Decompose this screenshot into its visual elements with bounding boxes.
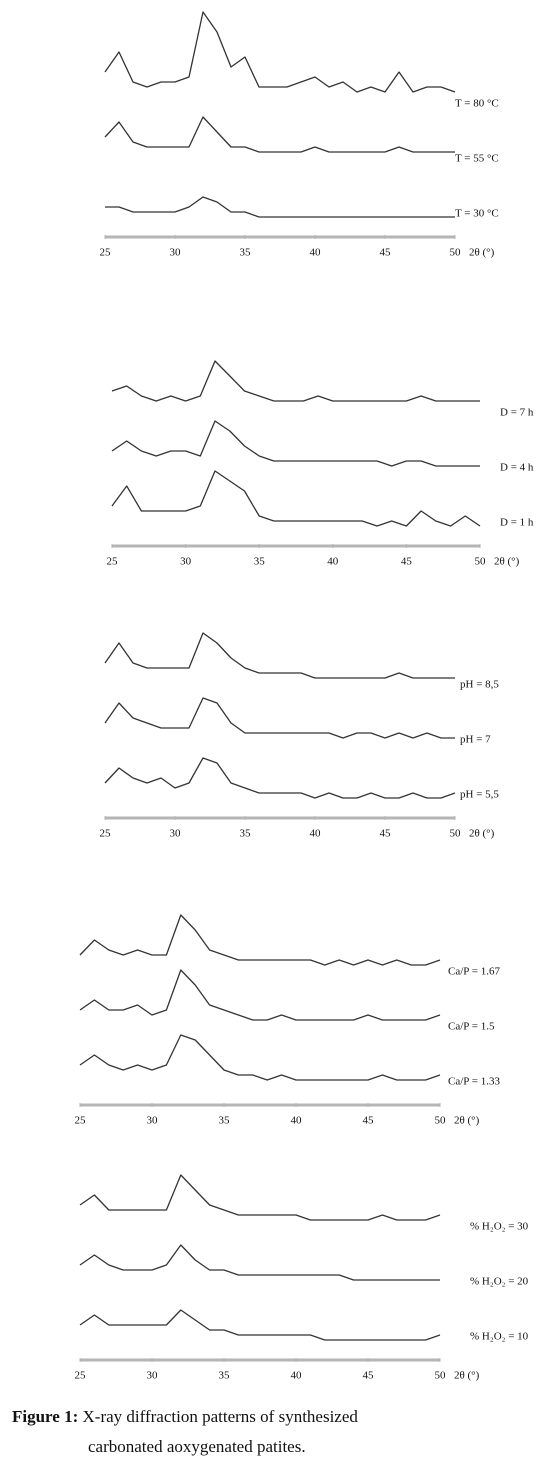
series-label: pH = 5,5 <box>460 789 499 801</box>
x-tick-label: 40 <box>327 556 339 568</box>
series-label: D = 1 h <box>500 517 534 529</box>
x-tick-label: 50 <box>435 1115 447 1127</box>
x-tick-label: 25 <box>107 556 119 568</box>
series-label: D = 7 h <box>500 407 534 419</box>
caption-line: Figure 1: X-ray diffraction patterns of … <box>0 1402 560 1432</box>
xrd-trace <box>79 1174 441 1221</box>
x-tick-label: 45 <box>363 1115 375 1127</box>
xrd-trace <box>111 360 480 402</box>
x-tick-label: 40 <box>310 828 322 840</box>
x-tick-label: 45 <box>380 247 392 259</box>
xrd-trace <box>104 632 455 679</box>
series-label: Ca/P = 1.33 <box>448 1076 500 1088</box>
xrd-trace <box>105 196 455 218</box>
x-tick-label: 40 <box>291 1115 303 1127</box>
caption-line: carbonated aoxygenated patites. <box>0 1432 560 1462</box>
xrd-trace <box>104 697 455 739</box>
x-axis-label: 2θ (°) <box>454 1370 480 1382</box>
x-tick-label: 25 <box>75 1370 87 1382</box>
x-tick-label: 50 <box>450 828 462 840</box>
x-axis-label: 2θ (°) <box>494 556 520 568</box>
x-tick-label: 35 <box>240 247 252 259</box>
caption-text: X-ray diffraction patterns of synthesize… <box>82 1407 358 1426</box>
x-axis-label: 2θ (°) <box>469 828 495 840</box>
x-tick-label: 35 <box>219 1115 231 1127</box>
x-axis-label: 2θ (°) <box>469 247 495 259</box>
xrd-trace <box>104 11 456 93</box>
series-label: T = 80 °C <box>455 98 499 110</box>
xrd-trace <box>79 1034 441 1081</box>
caption-label: Figure 1: <box>12 1407 79 1426</box>
xrd-trace <box>79 1309 441 1341</box>
xrd-trace <box>104 116 455 153</box>
series-label: % H₂O₂ = 30 <box>470 1221 529 1233</box>
series-label: T = 55 °C <box>455 153 499 165</box>
series-label: % H₂O₂ = 20 <box>470 1276 529 1288</box>
x-tick-label: 25 <box>100 247 112 259</box>
series-label: Ca/P = 1.5 <box>448 1021 495 1033</box>
x-tick-label: 30 <box>180 556 192 568</box>
series-label: pH = 7 <box>460 734 491 746</box>
x-tick-label: 35 <box>240 828 252 840</box>
xrd-trace <box>79 1244 440 1281</box>
xrd-trace <box>111 470 481 527</box>
x-tick-label: 50 <box>475 556 487 568</box>
xrd-trace <box>79 969 441 1021</box>
x-tick-label: 45 <box>401 556 413 568</box>
series-label: % H₂O₂ = 10 <box>470 1331 529 1343</box>
caption-text: carbonated aoxygenated patites. <box>88 1437 306 1456</box>
x-tick-label: 50 <box>450 247 462 259</box>
x-tick-label: 30 <box>147 1370 159 1382</box>
x-tick-label: 25 <box>75 1115 87 1127</box>
x-tick-label: 30 <box>170 247 182 259</box>
xrd-trace <box>104 757 456 799</box>
x-tick-label: 50 <box>435 1370 447 1382</box>
series-label: D = 4 h <box>500 462 534 474</box>
xrd-trace <box>111 420 480 467</box>
xrd-trace <box>79 914 441 966</box>
x-tick-label: 35 <box>219 1370 231 1382</box>
x-axis-label: 2θ (°) <box>454 1115 480 1127</box>
x-tick-label: 30 <box>147 1115 159 1127</box>
x-tick-label: 45 <box>380 828 392 840</box>
x-tick-label: 25 <box>100 828 112 840</box>
series-label: Ca/P = 1.67 <box>448 966 500 978</box>
x-tick-label: 40 <box>291 1370 303 1382</box>
caption: Figure 1: X-ray diffraction patterns of … <box>0 1402 560 1462</box>
x-tick-label: 35 <box>254 556 266 568</box>
figure: 25 30 35 40 45 50 2θ (°) T = 80 °C T = 55 °C T = … <box>75 11 534 1382</box>
series-label: pH = 8,5 <box>460 679 499 691</box>
x-tick-label: 40 <box>310 247 322 259</box>
series-label: T = 30 °C <box>455 208 499 220</box>
x-tick-label: 30 <box>170 828 182 840</box>
x-tick-label: 45 <box>363 1370 375 1382</box>
